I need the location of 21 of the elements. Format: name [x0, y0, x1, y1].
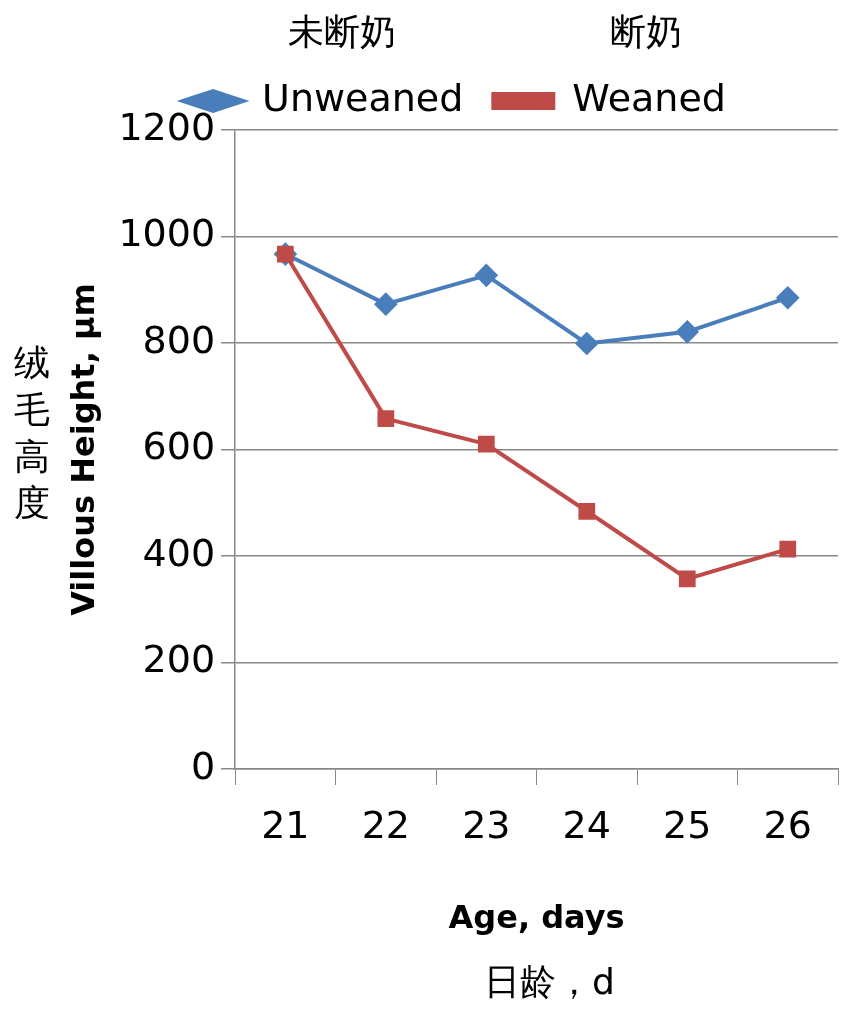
text: 日龄，d — [484, 961, 615, 1002]
legend-label: Unweaned — [262, 75, 464, 120]
x-tick-label: 25 — [663, 802, 712, 847]
y-tick-label: 0 — [190, 743, 216, 788]
legend-label: Weaned — [572, 75, 726, 120]
y-tick-label: 400 — [142, 530, 216, 575]
y-tick-label: 600 — [142, 424, 216, 469]
y-tick-label: 800 — [142, 317, 216, 362]
x-tick-label: 23 — [462, 802, 511, 847]
text: 断奶 — [610, 11, 682, 52]
y-tick-label: 1200 — [118, 104, 216, 149]
x-tick-label: 24 — [562, 802, 611, 847]
x-tick-label: 21 — [261, 802, 310, 847]
x-tick-label: 22 — [361, 802, 411, 847]
text: 未断奶 — [288, 11, 396, 52]
x-axis-title: Age, days — [448, 898, 625, 937]
y-tick-label: 200 — [142, 637, 216, 682]
x-tick-label: 26 — [763, 802, 812, 847]
text: 绒毛高度 — [14, 341, 51, 526]
y-axis-title: Villous Height, µm — [63, 283, 102, 616]
y-tick-label: 1000 — [118, 211, 216, 256]
